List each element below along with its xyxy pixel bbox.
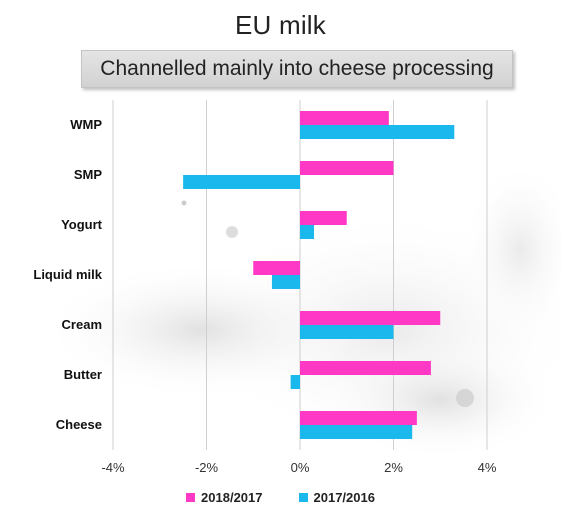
x-tick-label: 2% xyxy=(384,460,403,475)
category-label: Yogurt xyxy=(61,217,103,232)
bar-series-1-butter xyxy=(300,361,431,375)
bar-series-1-liquid-milk xyxy=(253,261,300,275)
legend-swatch-series-2 xyxy=(298,493,308,502)
legend-label-series-1: 2018/2017 xyxy=(201,490,263,505)
bar-series-2-liquid-milk xyxy=(271,275,300,289)
category-label: Cheese xyxy=(56,417,102,432)
bar-series-1-smp xyxy=(300,161,394,175)
category-label: Cream xyxy=(62,317,102,332)
bar-series-2-cheese xyxy=(300,425,413,439)
x-tick-label: -2% xyxy=(195,460,219,475)
category-label: Butter xyxy=(64,367,102,382)
bar-series-2-cream xyxy=(300,325,394,339)
bar-series-1-cream xyxy=(300,311,441,325)
x-tick-label: -4% xyxy=(101,460,125,475)
bar-series-2-wmp xyxy=(300,125,455,139)
chart-subtitle: Channelled mainly into cheese processing xyxy=(81,50,513,88)
chart-legend: 2018/2017 2017/2016 xyxy=(0,490,561,505)
legend-item-series-2: 2017/2016 xyxy=(298,490,375,505)
bar-series-1-yogurt xyxy=(300,211,347,225)
x-tick-label: 4% xyxy=(478,460,497,475)
x-tick-label: 0% xyxy=(291,460,310,475)
category-label: Liquid milk xyxy=(33,267,102,282)
legend-swatch-series-1 xyxy=(186,493,196,502)
bar-series-2-smp xyxy=(183,175,300,189)
chart-title: EU milk xyxy=(235,10,326,40)
bar-series-1-wmp xyxy=(300,111,389,125)
bar-series-2-butter xyxy=(290,375,300,389)
category-label: SMP xyxy=(74,167,103,182)
category-label: WMP xyxy=(70,117,102,132)
legend-item-series-1: 2018/2017 xyxy=(186,490,263,505)
bar-series-2-yogurt xyxy=(300,225,315,239)
legend-label-series-2: 2017/2016 xyxy=(313,490,375,505)
bar-series-1-cheese xyxy=(300,411,417,425)
